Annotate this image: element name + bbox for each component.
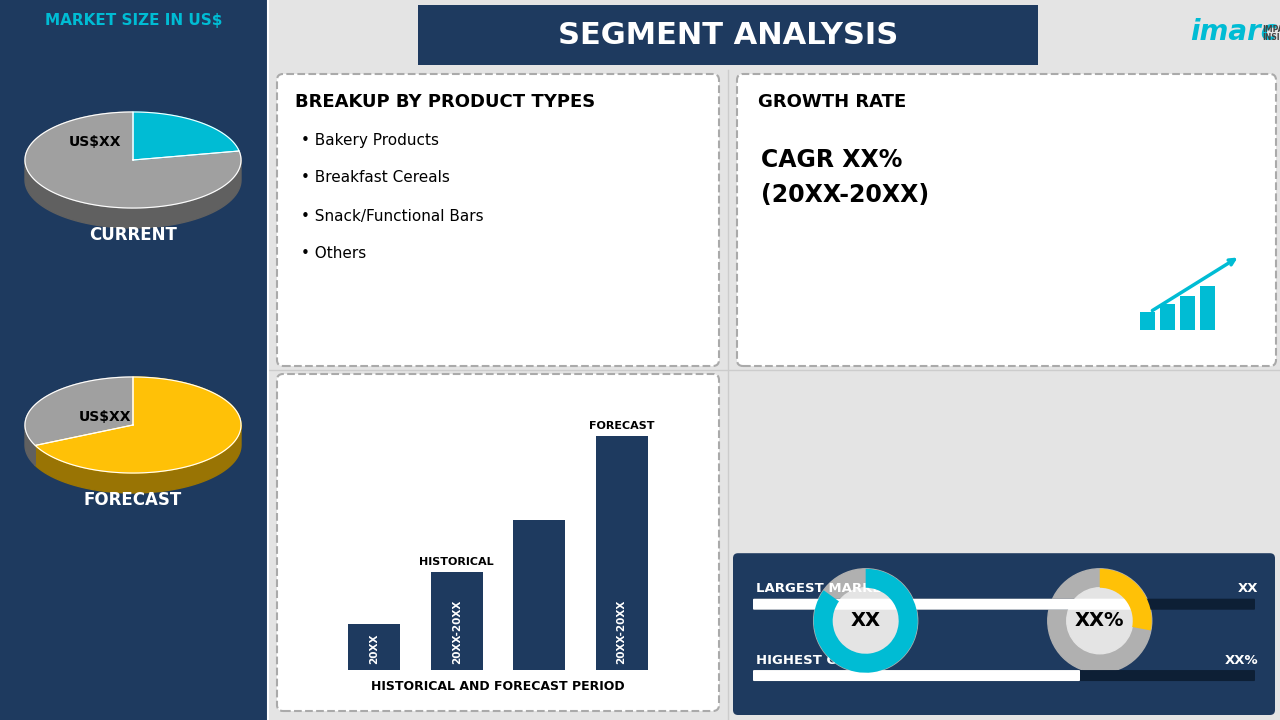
Polygon shape	[26, 425, 36, 465]
Text: LARGEST MARKET: LARGEST MARKET	[756, 582, 891, 595]
FancyBboxPatch shape	[0, 0, 268, 720]
Text: XX%: XX%	[1225, 654, 1258, 667]
FancyBboxPatch shape	[753, 599, 1254, 610]
FancyBboxPatch shape	[268, 0, 1280, 70]
Text: 20XX-20XX: 20XX-20XX	[452, 600, 462, 664]
FancyBboxPatch shape	[753, 599, 1146, 610]
Text: • Snack/Functional Bars: • Snack/Functional Bars	[301, 209, 484, 223]
Polygon shape	[36, 425, 241, 493]
Wedge shape	[814, 569, 918, 672]
Text: XX: XX	[1238, 582, 1258, 595]
FancyBboxPatch shape	[513, 520, 566, 670]
Text: HIGHEST CAGR: HIGHEST CAGR	[756, 654, 868, 667]
FancyBboxPatch shape	[595, 436, 648, 670]
FancyBboxPatch shape	[276, 374, 719, 711]
Text: GROWTH RATE: GROWTH RATE	[758, 93, 906, 111]
Wedge shape	[1100, 569, 1152, 631]
Text: XX%: XX%	[1075, 611, 1125, 630]
Circle shape	[1066, 588, 1133, 654]
Text: CAGR XX%: CAGR XX%	[762, 148, 902, 172]
Text: SEGMENT ANALYSIS: SEGMENT ANALYSIS	[558, 20, 899, 50]
FancyBboxPatch shape	[753, 670, 1080, 681]
Text: US$XX: US$XX	[69, 135, 122, 149]
Text: HISTORICAL AND FORECAST PERIOD: HISTORICAL AND FORECAST PERIOD	[371, 680, 625, 693]
FancyBboxPatch shape	[431, 572, 483, 670]
FancyBboxPatch shape	[348, 624, 401, 670]
FancyBboxPatch shape	[733, 553, 1275, 715]
Text: XX: XX	[851, 611, 881, 630]
Text: IMPACTFUL: IMPACTFUL	[1262, 24, 1280, 34]
FancyBboxPatch shape	[737, 74, 1276, 366]
Text: HISTORICAL: HISTORICAL	[420, 557, 494, 567]
Text: 20XX-20XX: 20XX-20XX	[617, 600, 627, 664]
FancyBboxPatch shape	[419, 5, 1038, 65]
FancyBboxPatch shape	[276, 74, 719, 366]
Text: (20XX-20XX): (20XX-20XX)	[762, 183, 929, 207]
Text: • Others: • Others	[301, 246, 366, 261]
Circle shape	[1048, 569, 1152, 672]
Polygon shape	[26, 160, 241, 228]
Text: BREAKUP BY PRODUCT TYPES: BREAKUP BY PRODUCT TYPES	[294, 93, 595, 111]
Polygon shape	[26, 377, 133, 446]
FancyBboxPatch shape	[753, 670, 1254, 681]
FancyBboxPatch shape	[1180, 296, 1196, 330]
Text: CURRENT: CURRENT	[90, 226, 177, 244]
Text: FORECAST: FORECAST	[84, 491, 182, 509]
FancyBboxPatch shape	[1140, 312, 1155, 330]
Text: imarc: imarc	[1190, 18, 1277, 46]
Polygon shape	[133, 112, 239, 160]
Text: FORECAST: FORECAST	[589, 421, 654, 431]
Text: 20XX: 20XX	[370, 634, 379, 664]
Text: US$XX: US$XX	[79, 410, 132, 424]
Polygon shape	[36, 377, 241, 473]
Text: MARKET SIZE IN US$: MARKET SIZE IN US$	[45, 12, 223, 27]
Polygon shape	[26, 112, 241, 208]
Circle shape	[833, 588, 899, 654]
FancyBboxPatch shape	[1160, 304, 1175, 330]
Circle shape	[814, 569, 918, 672]
FancyBboxPatch shape	[1201, 286, 1215, 330]
Text: • Breakfast Cereals: • Breakfast Cereals	[301, 171, 449, 186]
Text: • Bakery Products: • Bakery Products	[301, 132, 439, 148]
Text: INSIGHTS: INSIGHTS	[1262, 32, 1280, 42]
